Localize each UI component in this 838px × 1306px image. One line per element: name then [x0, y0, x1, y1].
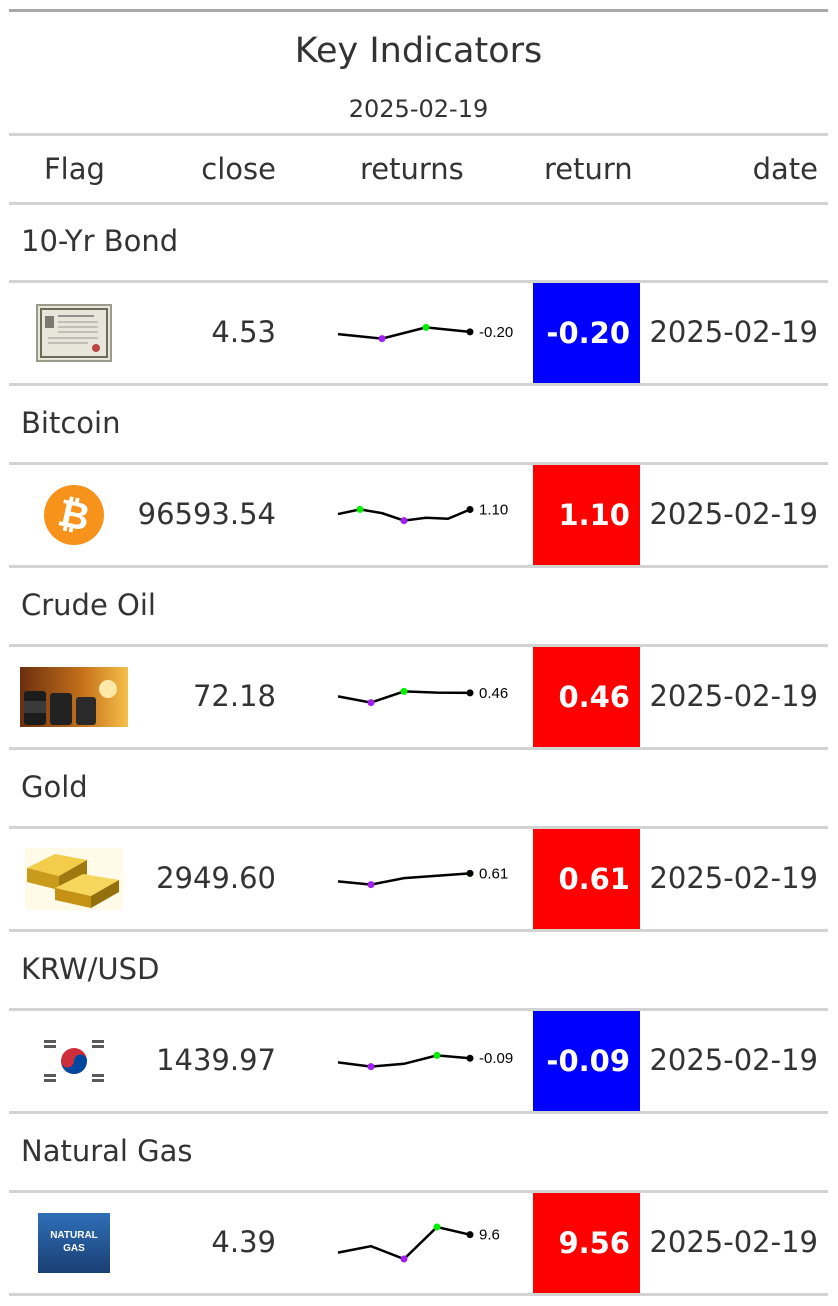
sparkline-label: -0.09: [479, 1050, 513, 1067]
sparkline-line: [337, 872, 471, 886]
group-divider: [9, 1008, 828, 1011]
return-badge: 0.61: [533, 829, 640, 929]
group-divider: [9, 826, 828, 829]
group-label-krw-usd: KRW/USD: [21, 952, 160, 986]
sparkline-last-point: [466, 505, 474, 513]
row-divider: [9, 565, 828, 568]
sparkline-label: 9.6: [479, 1227, 500, 1244]
column-header-close: close: [201, 152, 276, 186]
return-badge: -0.09: [533, 1011, 640, 1111]
oil-barrels-icon: [20, 667, 128, 727]
sparkline-line: [337, 326, 471, 340]
returns-sparkline: -0.20: [337, 323, 513, 343]
sparkline-last-point: [466, 1231, 474, 1239]
returns-sparkline: 9.6: [337, 1223, 500, 1263]
date-value: 2025-02-19: [649, 1225, 818, 1259]
return-badge: 9.56: [533, 1193, 640, 1293]
row-divider: [9, 929, 828, 932]
group-label-crude-oil: Crude Oil: [21, 588, 156, 622]
flag-cell: [19, 1011, 129, 1111]
group-divider: [9, 462, 828, 465]
close-value: 96593.54: [137, 497, 276, 531]
close-value: 4.53: [211, 315, 276, 349]
date-value: 2025-02-19: [649, 315, 818, 349]
returns-sparkline: -0.09: [337, 1050, 513, 1071]
sparkline-last-point: [466, 1054, 474, 1062]
close-value: 1439.97: [156, 1043, 276, 1077]
table-title: Key Indicators: [294, 31, 543, 71]
row-divider: [9, 747, 828, 750]
table-row: 4.53 -0.20 -0.20 2025-02-19: [9, 283, 828, 383]
flag-cell: [19, 283, 129, 383]
sparkline-min-point: [367, 1063, 375, 1071]
header-divider-bottom: [9, 202, 828, 205]
close-value: 72.18: [192, 679, 276, 713]
table-subtitle: 2025-02-19: [348, 95, 489, 123]
sparkline-label: 0.46: [479, 685, 508, 702]
returns-sparkline: 0.61: [337, 865, 508, 889]
close-value: 4.39: [211, 1225, 276, 1259]
column-header-returns: returns: [360, 152, 464, 186]
sparkline-min-point: [400, 1255, 408, 1263]
sparkline-min-point: [367, 881, 375, 889]
sparkline-max-point: [356, 505, 364, 513]
flag-cell: [19, 829, 129, 929]
group-divider: [9, 1190, 828, 1193]
sparkline-max-point: [422, 323, 430, 331]
group-divider: [9, 644, 828, 647]
sparkline-label: -0.20: [479, 324, 513, 341]
top-border: [9, 9, 828, 12]
returns-sparkline: 1.10: [337, 501, 508, 525]
sparkline-last-point: [466, 689, 474, 697]
natural-gas-icon-text-1: NATURAL: [50, 1230, 98, 1241]
sparkline-max-point: [433, 1051, 441, 1059]
close-value: 2949.60: [156, 861, 276, 895]
row-divider: [9, 1111, 828, 1114]
sparkline-max-point: [433, 1223, 441, 1231]
sparkline-max-point: [400, 687, 408, 695]
column-header-return: return: [544, 152, 633, 186]
gold-bars-icon: [25, 848, 123, 910]
sparkline-last-point: [466, 328, 474, 336]
group-divider: [9, 280, 828, 283]
return-badge: -0.20: [533, 283, 640, 383]
date-value: 2025-02-19: [649, 1043, 818, 1077]
natural-gas-icon-text-2: GAS: [63, 1243, 85, 1254]
flag-cell: ₿: [19, 465, 129, 565]
flag-cell: NATURAL GAS: [19, 1193, 129, 1293]
date-value: 2025-02-19: [649, 497, 818, 531]
group-label-natural-gas: Natural Gas: [21, 1134, 193, 1168]
group-label-10-yr-bond: 10-Yr Bond: [21, 224, 179, 258]
return-badge: 1.10: [533, 465, 640, 565]
returns-sparkline: 0.46: [337, 685, 508, 707]
bond-certificate-icon: [36, 304, 112, 362]
row-divider: [9, 1293, 828, 1296]
header-divider-top: [9, 133, 828, 136]
bitcoin-icon: ₿: [43, 484, 105, 546]
table-row: 2949.60 0.61 0.61 2025-02-19: [9, 829, 828, 929]
table-row: ₿ 96593.54 1.10 1.10 2025-02-19: [9, 465, 828, 565]
sparkline-last-point: [466, 869, 474, 877]
sparkline-label: 0.61: [479, 865, 508, 882]
sparkline-line: [337, 1225, 471, 1261]
column-header-date: date: [752, 152, 818, 186]
column-header-flag: Flag: [44, 152, 105, 186]
sparkline-min-point: [400, 517, 408, 525]
row-divider: [9, 383, 828, 386]
date-value: 2025-02-19: [649, 861, 818, 895]
table-row: NATURAL GAS 4.39 9.6 9.56 2025-02-19: [9, 1193, 828, 1293]
table-row: 1439.97 -0.09 -0.09 2025-02-19: [9, 1011, 828, 1111]
korea-flag-icon: [38, 1034, 110, 1088]
natural-gas-icon: NATURAL GAS: [38, 1213, 110, 1273]
flag-cell: [19, 647, 129, 747]
sparkline-min-point: [367, 699, 375, 707]
sparkline-label: 1.10: [479, 501, 508, 518]
group-label-gold: Gold: [21, 770, 88, 804]
return-badge: 0.46: [533, 647, 640, 747]
sparkline-min-point: [378, 335, 386, 343]
sparkline-line: [337, 1054, 471, 1068]
group-label-bitcoin: Bitcoin: [21, 406, 121, 440]
table-row: 72.18 0.46 0.46 2025-02-19: [9, 647, 828, 747]
date-value: 2025-02-19: [649, 679, 818, 713]
